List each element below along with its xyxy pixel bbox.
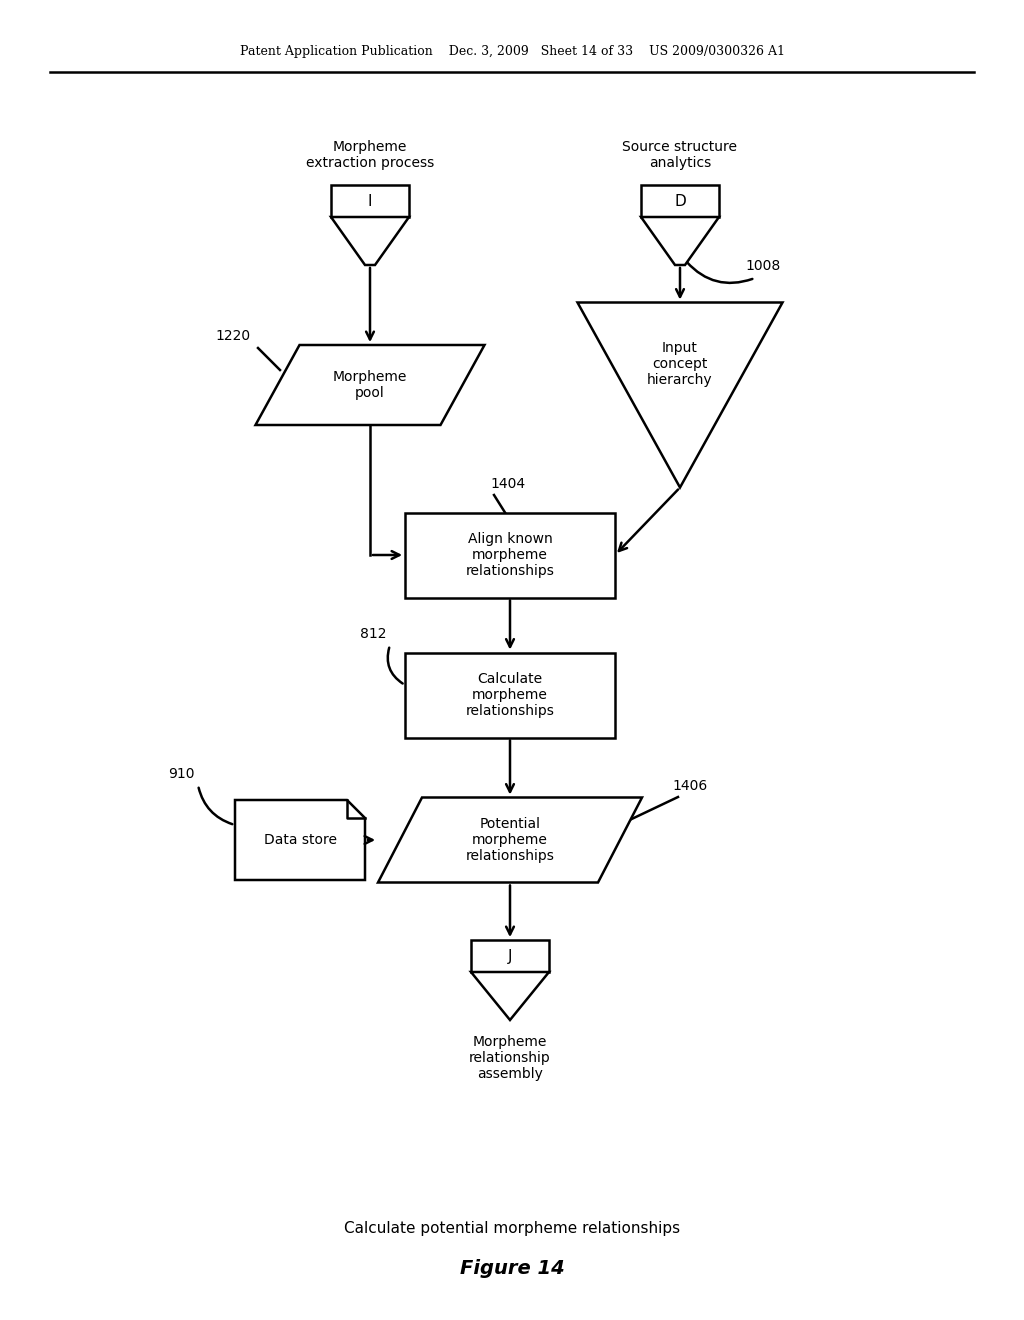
Polygon shape [641,185,719,216]
Bar [406,512,615,598]
Polygon shape [378,797,642,883]
Text: Morpheme
relationship
assembly: Morpheme relationship assembly [469,1035,551,1081]
Text: 1406: 1406 [672,779,708,793]
Text: 812: 812 [360,627,386,642]
Polygon shape [471,972,549,1020]
Bar [406,652,615,738]
Polygon shape [234,800,365,880]
Text: D: D [674,194,686,209]
Text: Align known
morpheme
relationships: Align known morpheme relationships [466,532,554,578]
Text: J: J [508,949,512,964]
Text: 910: 910 [168,767,195,781]
Text: Data store: Data store [263,833,337,847]
Polygon shape [578,302,782,487]
Text: I: I [368,194,373,209]
Text: Morpheme
pool: Morpheme pool [333,370,408,400]
Text: Figure 14: Figure 14 [460,1258,564,1278]
Polygon shape [331,185,409,216]
Text: Patent Application Publication    Dec. 3, 2009   Sheet 14 of 33    US 2009/03003: Patent Application Publication Dec. 3, 2… [240,45,784,58]
Text: 1220: 1220 [215,329,250,343]
Polygon shape [471,940,549,972]
Text: Input
concept
hierarchy: Input concept hierarchy [647,341,713,387]
Text: Calculate potential morpheme relationships: Calculate potential morpheme relationshi… [344,1221,680,1236]
Polygon shape [256,345,484,425]
Text: Source structure
analytics: Source structure analytics [623,140,737,170]
Text: 1404: 1404 [490,477,525,491]
Text: Calculate
morpheme
relationships: Calculate morpheme relationships [466,672,554,718]
Text: 1008: 1008 [745,259,780,273]
Text: Potential
morpheme
relationships: Potential morpheme relationships [466,817,554,863]
Polygon shape [641,216,719,265]
Polygon shape [331,216,409,265]
Text: Morpheme
extraction process: Morpheme extraction process [306,140,434,170]
